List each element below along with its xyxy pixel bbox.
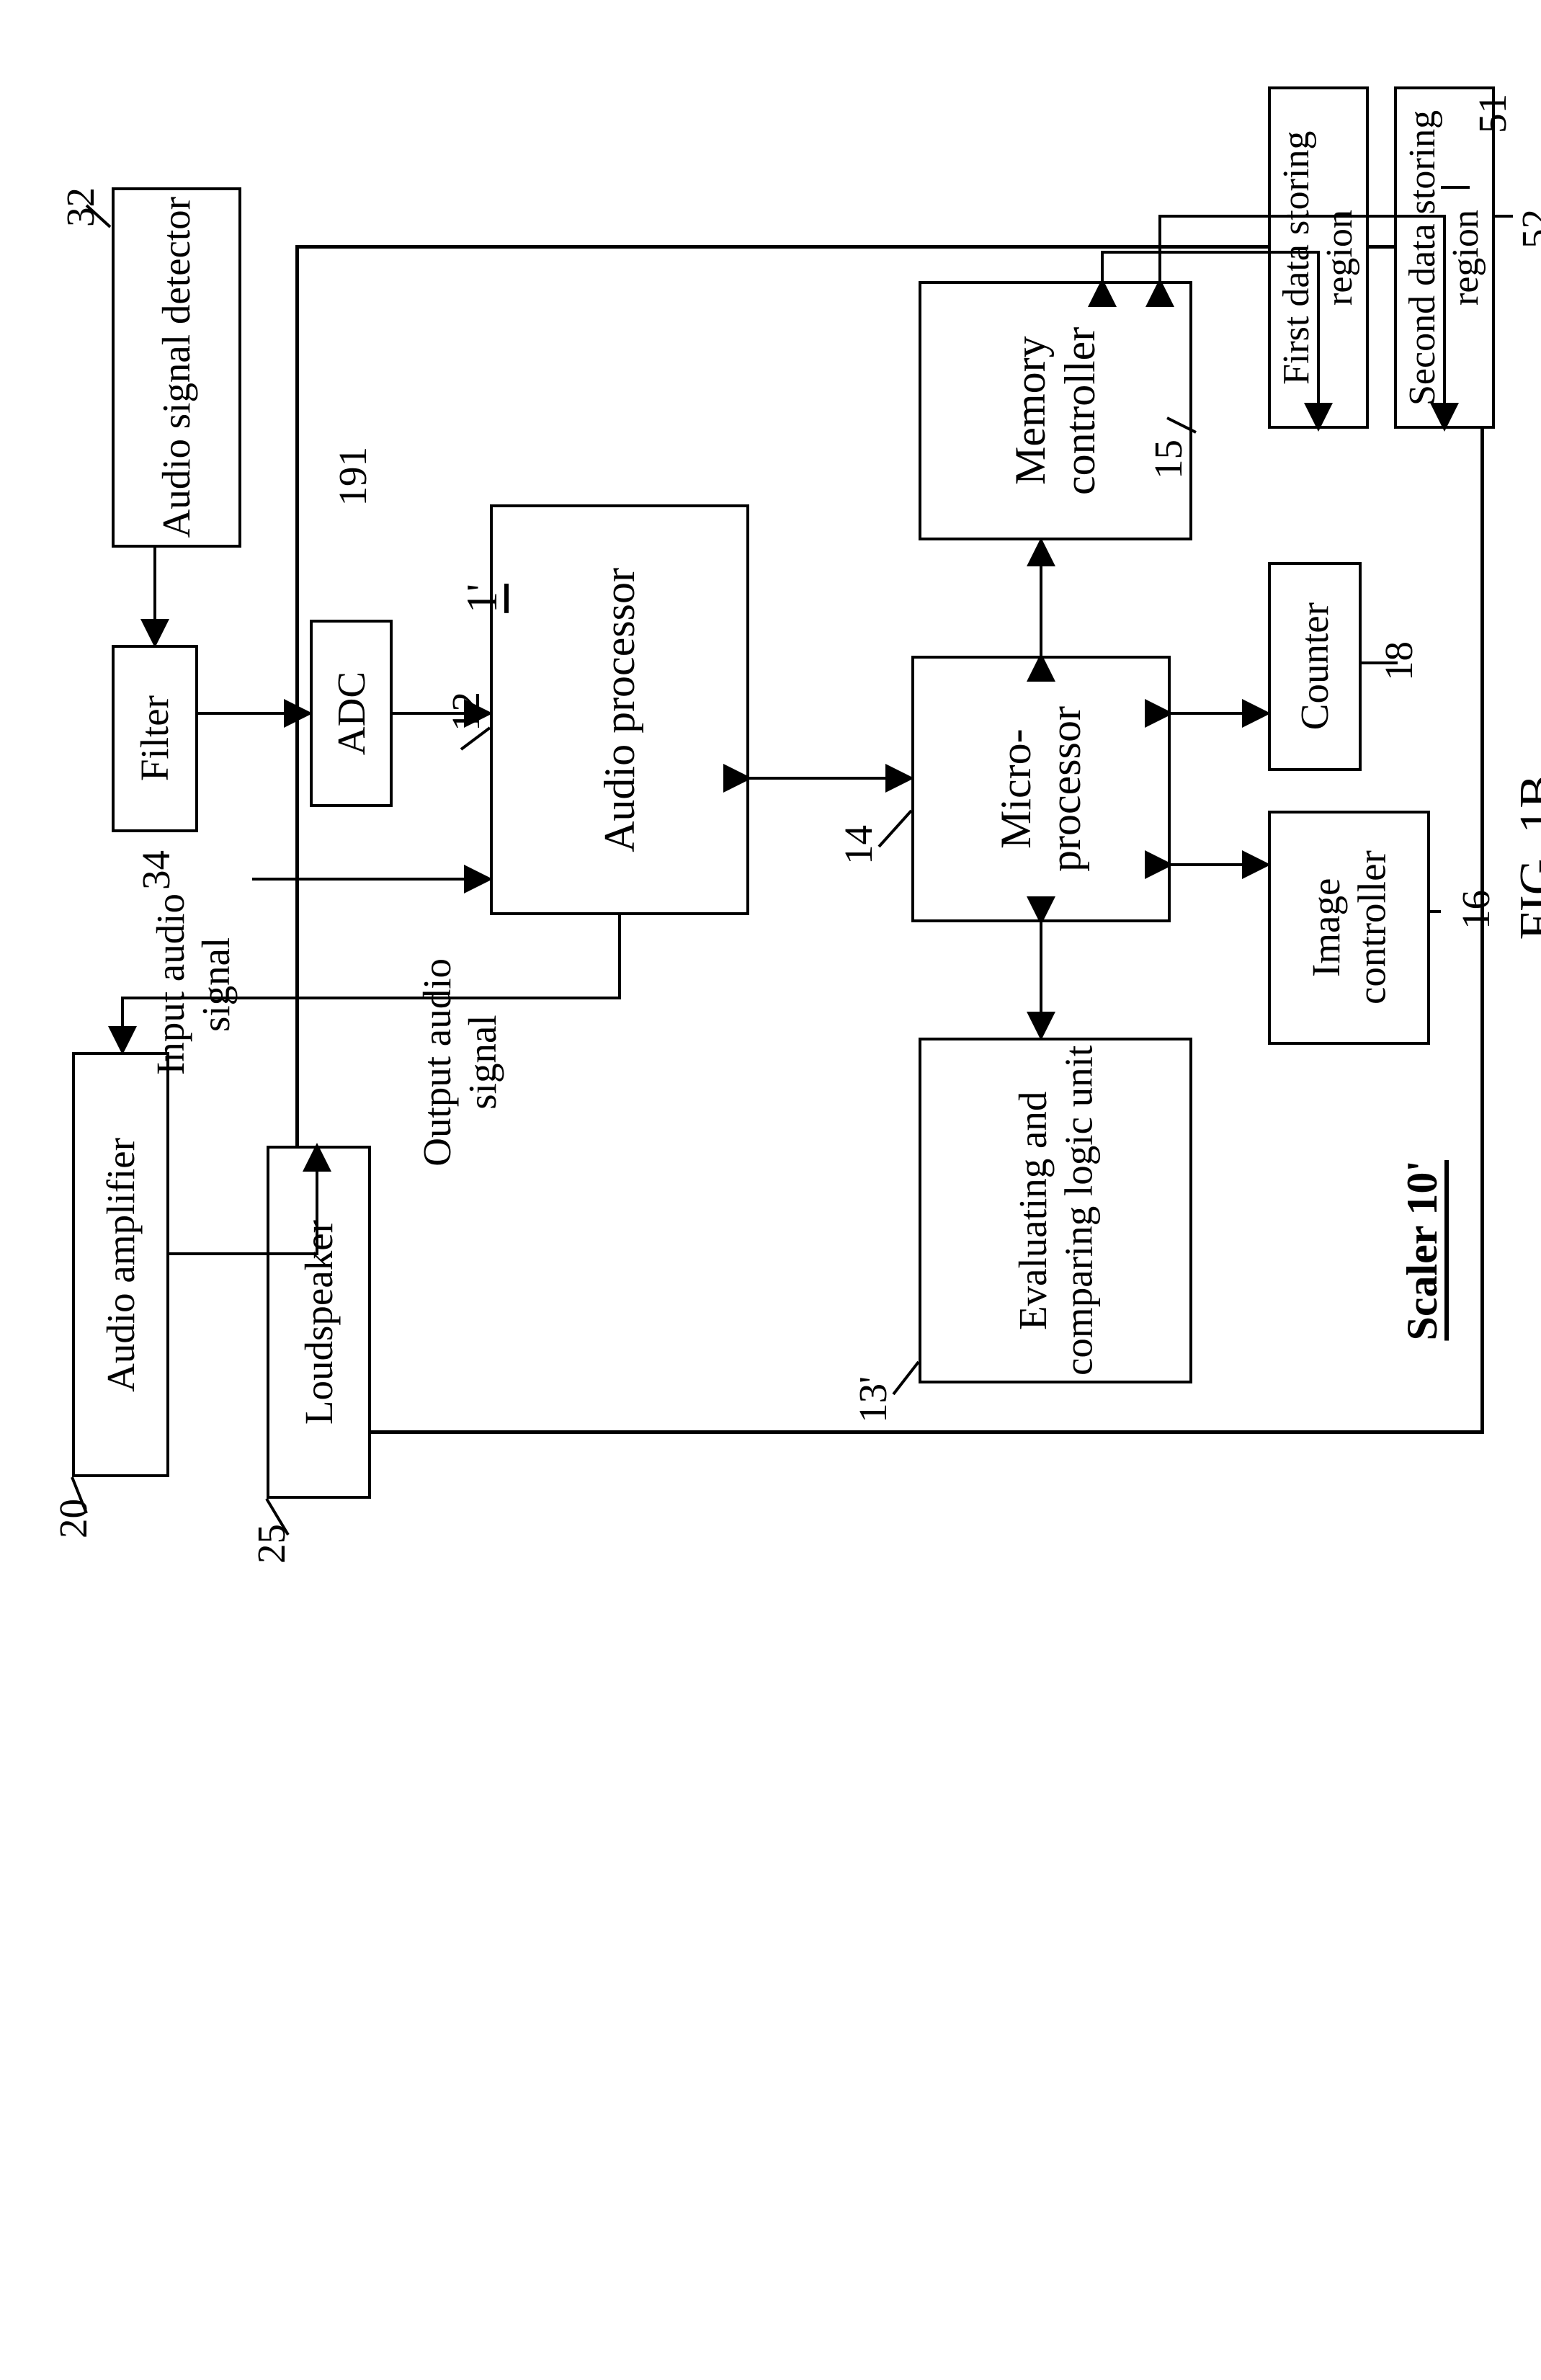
ref-16: 16: [1453, 890, 1498, 930]
first-region-label: First data storing region: [1275, 89, 1362, 426]
adc-block: ADC: [310, 620, 393, 807]
ref-191: 191: [330, 447, 375, 507]
ref-18: 18: [1376, 641, 1421, 681]
ref-34: 34: [133, 850, 179, 890]
output-audio-label: Output audio signal: [414, 958, 505, 1167]
memory-controller-label: Memory controller: [1006, 284, 1105, 538]
microprocessor-label: Micro- processor: [991, 659, 1091, 919]
adc-label: ADC: [329, 672, 374, 755]
eval-logic-label: Evaluating and comparing logic unit: [1010, 1040, 1102, 1381]
filter-label: Filter: [132, 695, 177, 781]
loudspeaker-label: Loudspeaker: [296, 1220, 341, 1425]
ref-15: 15: [1145, 440, 1191, 479]
counter-label: Counter: [1292, 602, 1337, 730]
first-region-block: First data storing region: [1268, 86, 1369, 429]
audio-signal-detector-block: Audio signal detector: [112, 187, 241, 548]
second-region-block: Second data storing region: [1394, 86, 1495, 429]
audio-amplifier-block: Audio amplifier: [72, 1052, 169, 1477]
loudspeaker-block: Loudspeaker: [267, 1146, 371, 1499]
ref-20: 20: [50, 1499, 96, 1538]
microprocessor-block: Micro- processor: [911, 656, 1171, 922]
ref-25: 25: [249, 1524, 294, 1564]
scaler-label: Scaler 10': [1398, 1160, 1447, 1341]
ref-12: 12: [443, 692, 488, 731]
ref-13p: 13': [850, 1376, 895, 1423]
audio-signal-detector-label: Audio signal detector: [153, 197, 199, 538]
filter-block: Filter: [112, 645, 198, 832]
memory-controller-block: Memory controller: [919, 281, 1192, 540]
audio-processor-block: Audio processor: [490, 504, 749, 915]
ref-52: 52: [1513, 209, 1541, 249]
system-label: 1': [457, 584, 507, 613]
counter-block: Counter: [1268, 562, 1362, 771]
ref-32: 32: [58, 187, 103, 227]
audio-amplifier-label: Audio amplifier: [98, 1138, 143, 1392]
audio-processor-label: Audio processor: [595, 568, 645, 852]
ref-14: 14: [836, 825, 881, 865]
image-controller-label: Image controller: [1303, 814, 1395, 1042]
image-controller-block: Image controller: [1268, 811, 1430, 1045]
input-audio-label: Input audio signal: [148, 893, 238, 1075]
diagram-canvas: Audio signal detector Filter ADC Audio p…: [29, 29, 1541, 2351]
figure-caption: FIG. 1B: [1509, 775, 1541, 940]
second-region-label: Second data storing region: [1401, 89, 1488, 426]
eval-logic-block: Evaluating and comparing logic unit: [919, 1038, 1192, 1383]
ref-51: 51: [1470, 94, 1515, 133]
